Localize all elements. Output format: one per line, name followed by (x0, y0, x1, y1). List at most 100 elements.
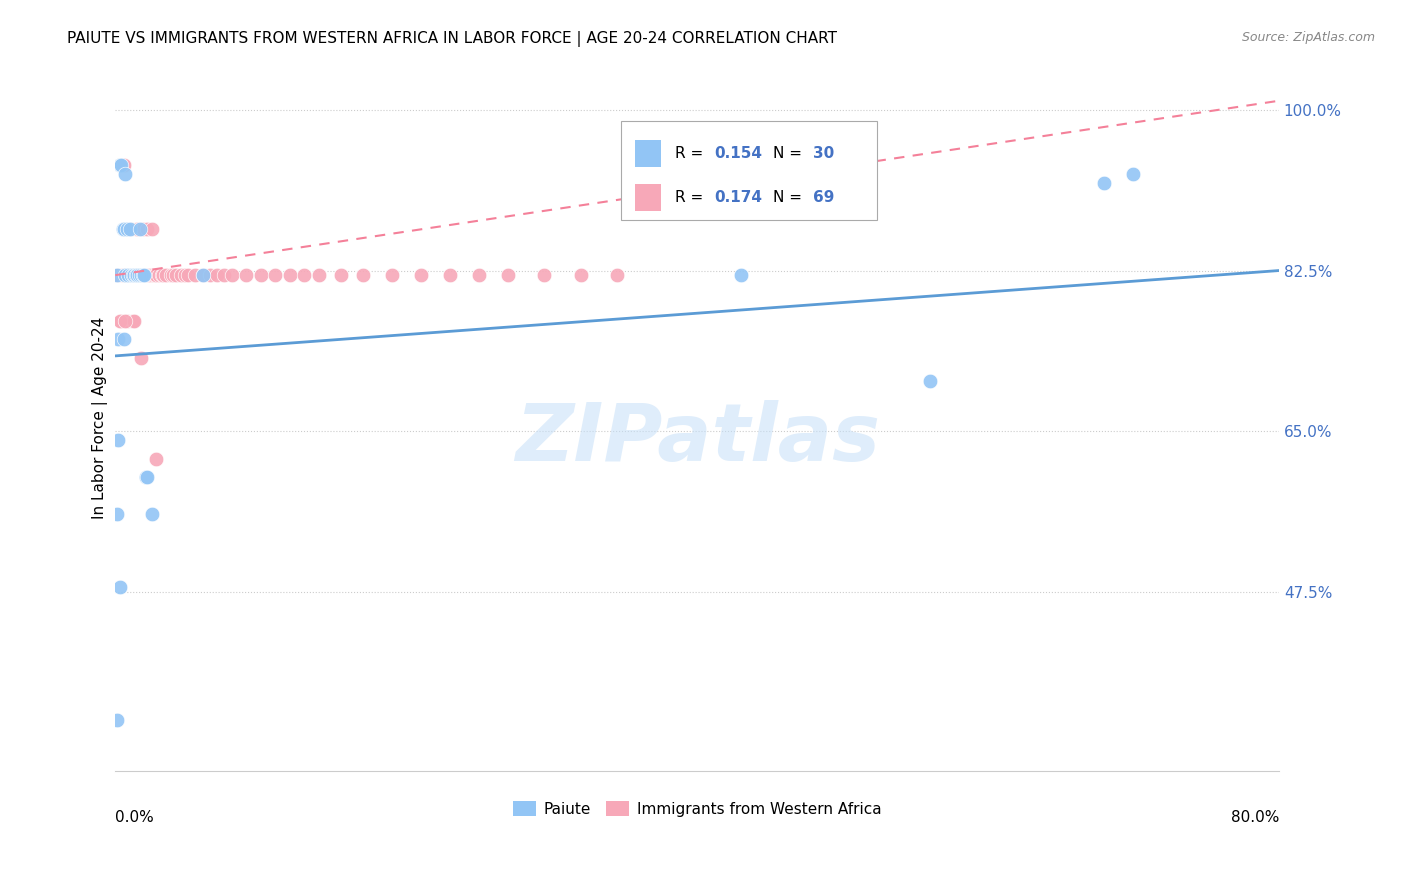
Legend: Paiute, Immigrants from Western Africa: Paiute, Immigrants from Western Africa (506, 796, 887, 823)
Point (110, 158, 132, 172)
Text: 80.0%: 80.0% (1230, 810, 1279, 824)
Point (918, 374, 941, 388)
Point (120, 268, 142, 282)
Point (131, 268, 153, 282)
Text: N =: N = (773, 190, 807, 205)
Point (191, 268, 214, 282)
Point (205, 268, 228, 282)
Point (129, 268, 152, 282)
Point (118, 222, 141, 236)
Point (105, 268, 128, 282)
FancyBboxPatch shape (621, 120, 877, 219)
Point (108, 580, 131, 594)
Point (143, 268, 166, 282)
Point (145, 268, 167, 282)
Text: 0.154: 0.154 (714, 145, 762, 161)
Point (108, 158, 131, 172)
Point (122, 268, 145, 282)
Point (105, 268, 128, 282)
Point (468, 268, 491, 282)
Text: R =: R = (675, 190, 709, 205)
Point (118, 222, 141, 236)
Point (148, 268, 170, 282)
Point (139, 268, 162, 282)
Point (105, 713, 128, 727)
Point (124, 268, 146, 282)
Point (264, 268, 287, 282)
Point (115, 222, 138, 236)
Point (141, 222, 163, 236)
Point (111, 268, 134, 282)
Point (159, 268, 181, 282)
Point (110, 158, 132, 172)
Point (121, 268, 143, 282)
Point (124, 268, 146, 282)
Point (409, 268, 432, 282)
Point (198, 268, 221, 282)
Point (730, 268, 752, 282)
Y-axis label: In Labor Force | Age 20-24: In Labor Force | Age 20-24 (93, 317, 108, 518)
Point (129, 222, 152, 236)
Point (606, 268, 628, 282)
Point (1092, 177, 1115, 191)
Text: ZIPatlas: ZIPatlas (515, 400, 880, 477)
Text: 0.0%: 0.0% (115, 810, 155, 824)
Point (112, 158, 135, 172)
Point (249, 268, 271, 282)
Point (145, 451, 167, 466)
Point (114, 268, 136, 282)
Point (111, 158, 134, 172)
Point (115, 268, 138, 282)
Point (135, 268, 157, 282)
Point (352, 268, 374, 282)
Text: 0.174: 0.174 (714, 190, 762, 205)
Point (150, 268, 173, 282)
Point (132, 222, 155, 236)
Text: R =: R = (675, 145, 709, 161)
Point (105, 507, 128, 521)
Point (120, 268, 142, 282)
Point (174, 268, 197, 282)
Point (111, 222, 134, 236)
Point (177, 268, 200, 282)
Point (496, 268, 519, 282)
Point (162, 268, 184, 282)
Point (381, 268, 404, 282)
Point (117, 268, 139, 282)
Point (135, 470, 157, 484)
Point (1122, 167, 1144, 181)
Text: 69: 69 (814, 190, 835, 205)
Point (136, 222, 159, 236)
Point (152, 268, 174, 282)
Bar (636, 185, 661, 211)
Point (112, 222, 135, 236)
Point (141, 507, 163, 521)
Point (121, 314, 143, 328)
Point (108, 158, 131, 172)
Text: 30: 30 (814, 145, 835, 161)
Point (122, 314, 145, 328)
Point (131, 351, 153, 365)
Point (569, 268, 592, 282)
Text: PAIUTE VS IMMIGRANTS FROM WESTERN AFRICA IN LABOR FORCE | AGE 20-24 CORRELATION : PAIUTE VS IMMIGRANTS FROM WESTERN AFRICA… (67, 31, 838, 47)
Point (132, 268, 155, 282)
Text: Source: ZipAtlas.com: Source: ZipAtlas.com (1241, 31, 1375, 45)
Point (142, 268, 165, 282)
Point (127, 268, 149, 282)
Point (131, 268, 153, 282)
Point (278, 268, 301, 282)
Point (122, 268, 145, 282)
Point (114, 268, 136, 282)
Point (308, 268, 330, 282)
Point (165, 268, 187, 282)
Point (191, 268, 214, 282)
Point (115, 314, 138, 328)
Point (128, 268, 150, 282)
Point (221, 268, 243, 282)
Point (136, 470, 159, 484)
Point (108, 314, 131, 328)
Point (439, 268, 461, 282)
Point (170, 268, 193, 282)
Point (235, 268, 257, 282)
Point (107, 268, 129, 282)
